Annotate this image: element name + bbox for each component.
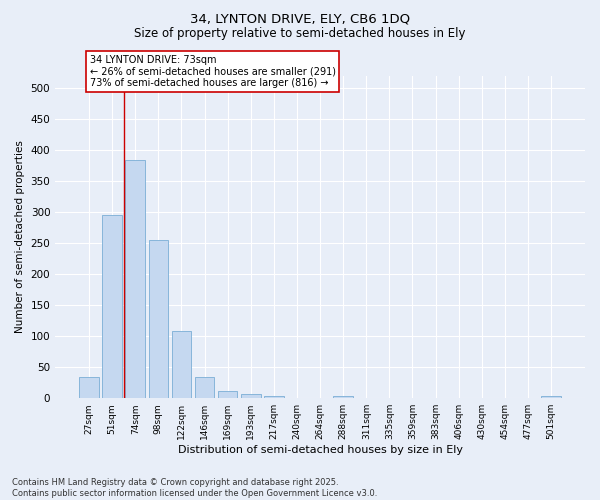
Text: Contains HM Land Registry data © Crown copyright and database right 2025.
Contai: Contains HM Land Registry data © Crown c… (12, 478, 377, 498)
Bar (241, 394, 260, 398)
Bar (218, 392, 238, 398)
Bar (264, 396, 284, 398)
X-axis label: Distribution of semi-detached houses by size in Ely: Distribution of semi-detached houses by … (178, 445, 463, 455)
Bar (103, 216, 122, 398)
Text: Size of property relative to semi-detached houses in Ely: Size of property relative to semi-detach… (134, 28, 466, 40)
Y-axis label: Number of semi-detached properties: Number of semi-detached properties (15, 140, 25, 334)
Text: 34, LYNTON DRIVE, ELY, CB6 1DQ: 34, LYNTON DRIVE, ELY, CB6 1DQ (190, 12, 410, 26)
Bar (79, 376, 99, 398)
Bar (195, 376, 214, 398)
Bar (541, 396, 561, 398)
Bar (125, 160, 145, 398)
Bar (149, 240, 168, 398)
Bar (334, 396, 353, 398)
Bar (172, 332, 191, 398)
Text: 34 LYNTON DRIVE: 73sqm
← 26% of semi-detached houses are smaller (291)
73% of se: 34 LYNTON DRIVE: 73sqm ← 26% of semi-det… (89, 55, 335, 88)
